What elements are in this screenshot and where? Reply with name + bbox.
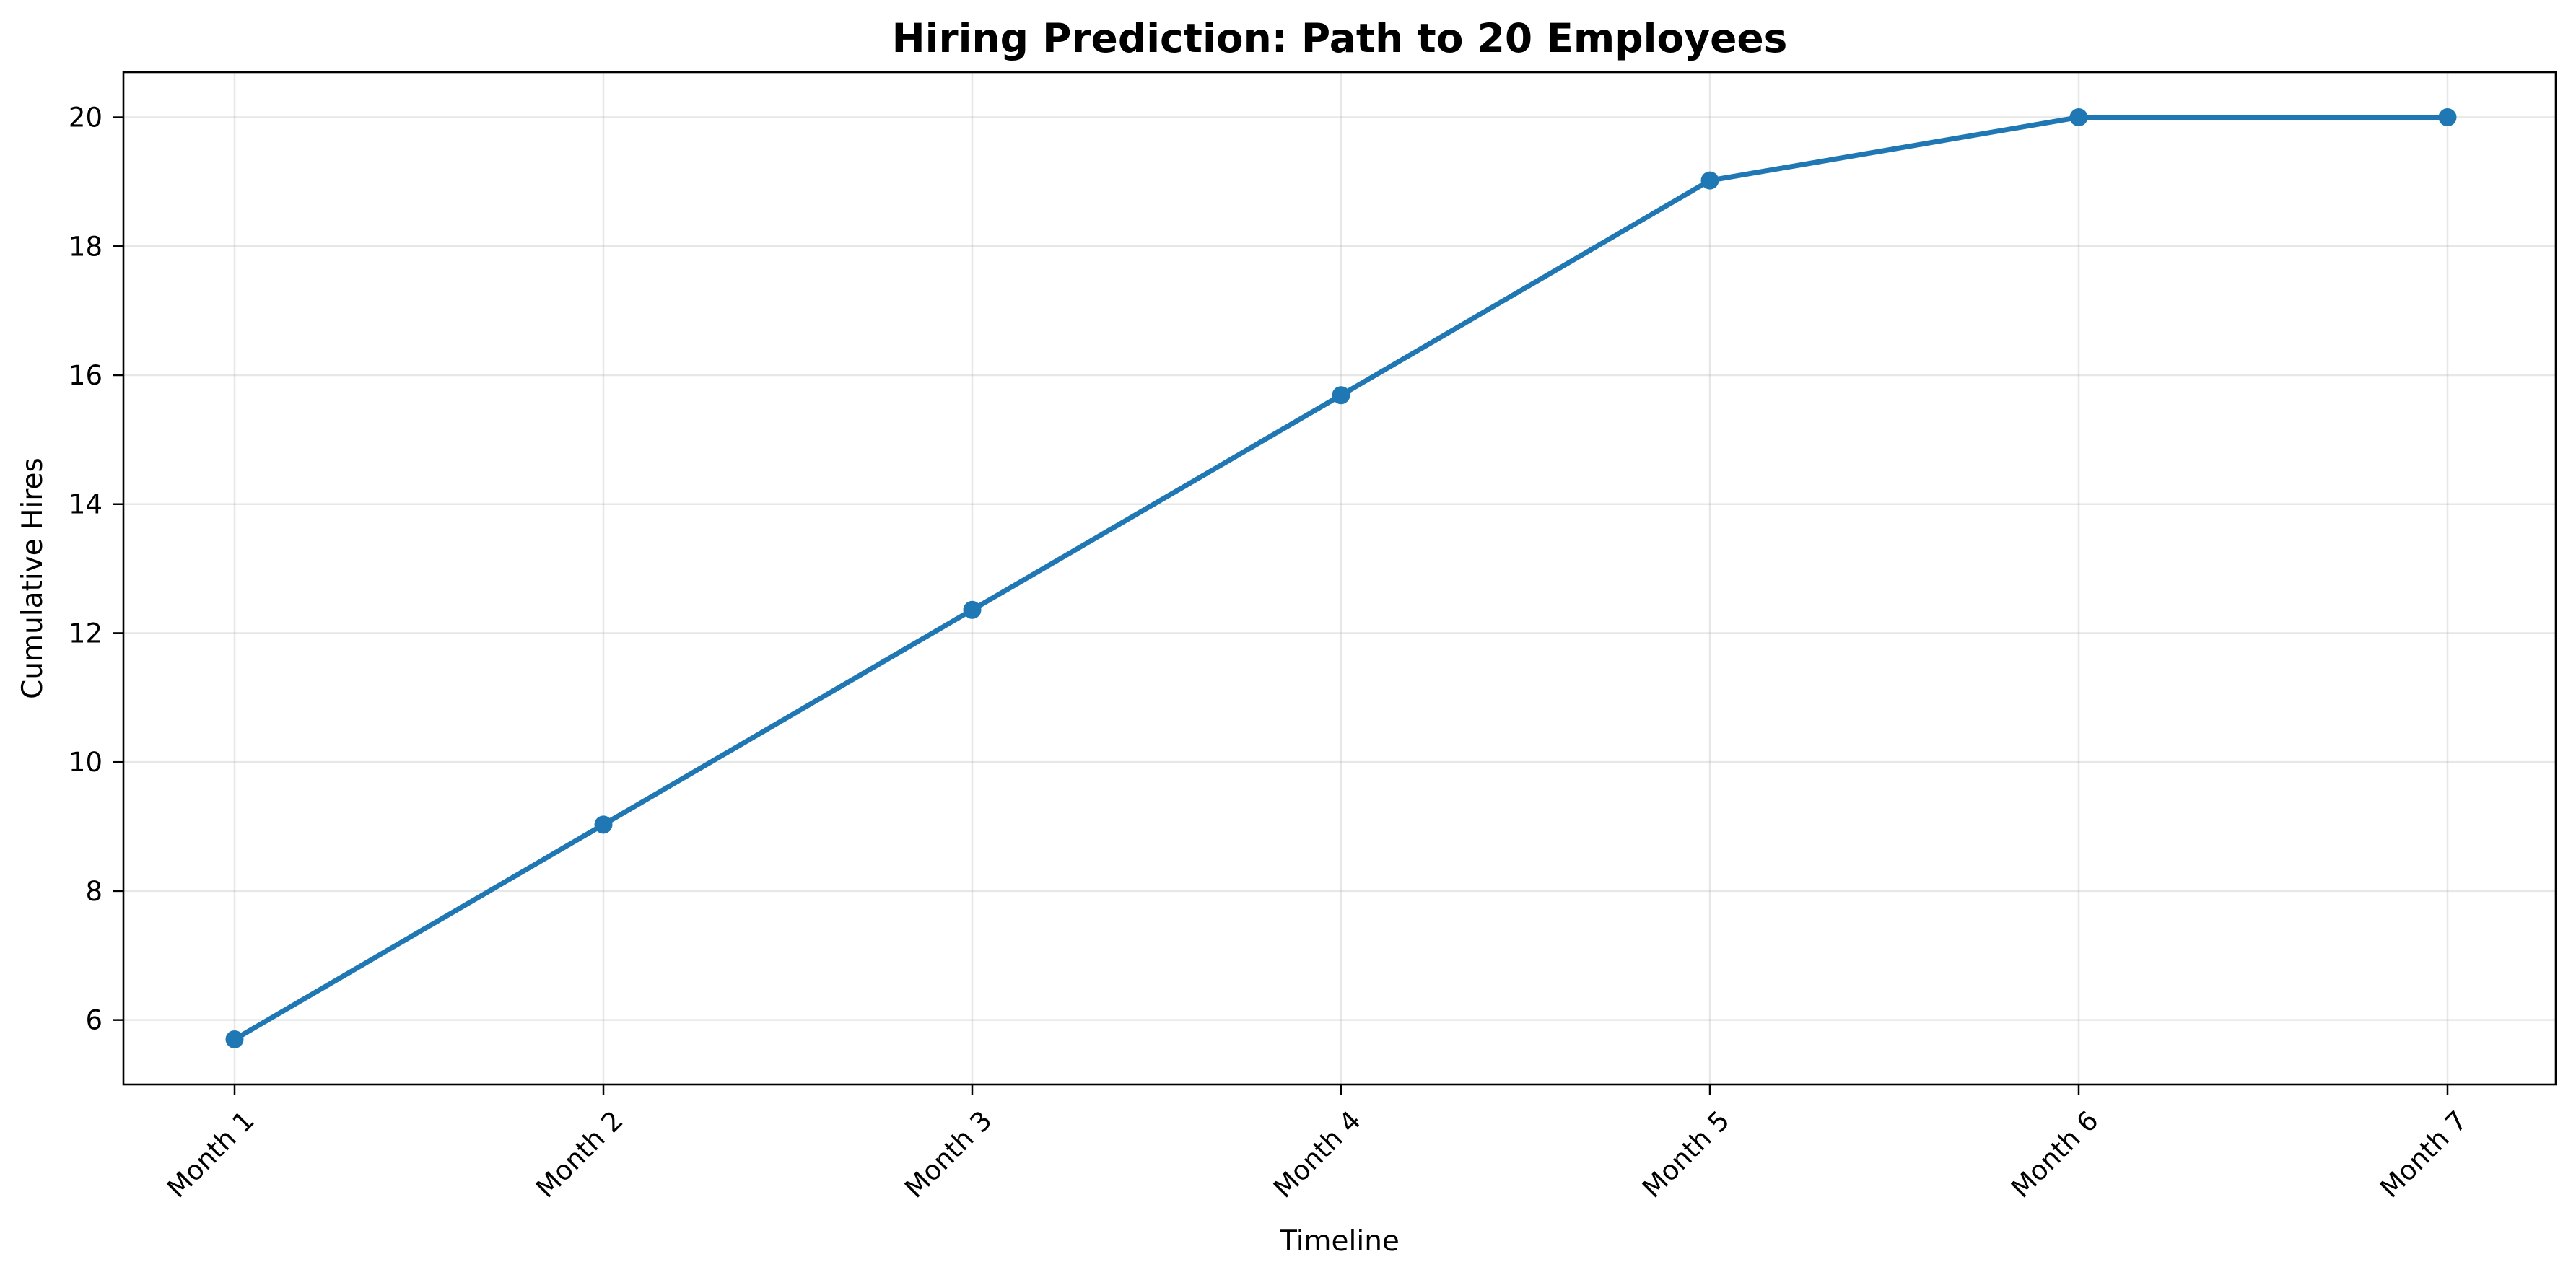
y-tick-label: 6	[85, 1005, 102, 1036]
y-tick-label: 8	[85, 876, 102, 907]
data-point	[594, 815, 613, 834]
grid	[123, 72, 2556, 1084]
x-tick-label: Month 3	[899, 1105, 997, 1204]
y-tick-label: 16	[69, 360, 102, 391]
data-point	[2069, 108, 2088, 127]
data-point	[963, 600, 982, 619]
y-axis-label: Cumulative Hires	[17, 457, 49, 699]
plot-frame	[122, 71, 2557, 1086]
x-tick-label: Month 1	[161, 1105, 260, 1204]
data-point	[2438, 108, 2457, 127]
y-tick-label: 14	[69, 489, 102, 520]
data-point	[1700, 171, 1719, 190]
data-point	[1332, 386, 1350, 405]
x-tick-label: Month 5	[1636, 1105, 1735, 1204]
series	[225, 108, 2457, 1048]
y-tick-label: 12	[69, 618, 102, 649]
x-tick-label: Month 6	[2005, 1105, 2104, 1204]
x-tick-label: Month 4	[1267, 1105, 1366, 1204]
y-tick-label: 20	[69, 102, 102, 133]
axes: 6 8 10 12 14 16 18 20 Month 1 Month 2 Month 3 Month…	[69, 71, 2557, 1204]
y-tick-label: 10	[69, 747, 102, 778]
x-tick-label: Month 7	[2374, 1105, 2473, 1204]
chart-title: Hiring Prediction: Path to 20 Employees	[892, 15, 1788, 61]
data-point	[225, 1030, 244, 1048]
x-axis-label: Timeline	[1279, 1225, 1400, 1258]
x-tick-label: Month 2	[530, 1105, 629, 1204]
y-tick-label: 18	[69, 231, 102, 262]
